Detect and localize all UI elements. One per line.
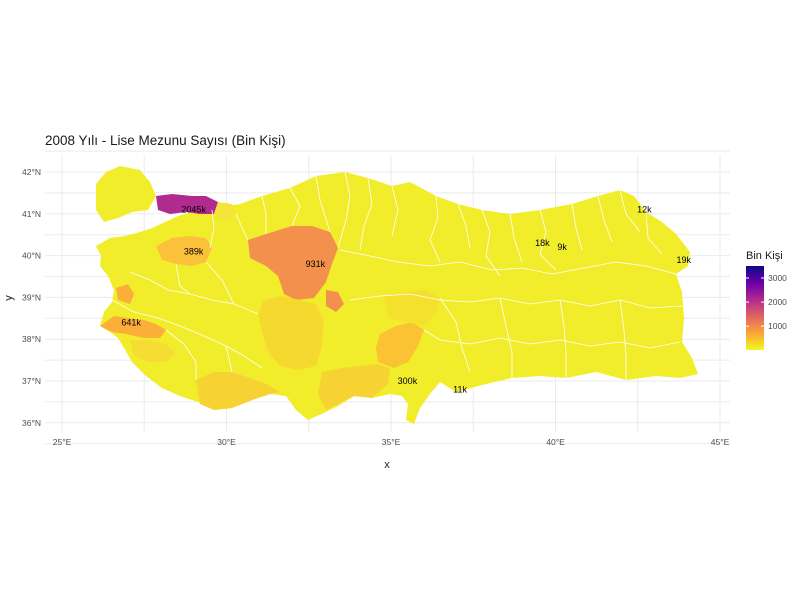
x-tick-label: 45°E — [711, 437, 730, 447]
province-value-label: 19k — [677, 255, 692, 265]
y-tick-label: 37°N — [22, 376, 41, 386]
mersin-region — [318, 364, 390, 410]
land-layer — [96, 166, 698, 424]
y-tick-label: 39°N — [22, 292, 41, 302]
province-value-label: 9k — [557, 242, 567, 252]
izmir-region — [100, 316, 166, 338]
province-value-label: 641k — [121, 317, 141, 327]
kayseri-region — [384, 290, 440, 326]
istanbul-region — [156, 194, 218, 214]
legend-tick-label: 1000 — [768, 321, 787, 331]
province-value-label: 2045k — [181, 205, 206, 215]
province-value-label: 18k — [535, 238, 550, 248]
legend-colorbar — [746, 266, 764, 350]
y-tick-label: 36°N — [22, 418, 41, 428]
province-value-label: 12k — [637, 205, 652, 215]
legend-ticks: 3000 2000 1000 — [746, 273, 787, 331]
y-tick-label: 40°N — [22, 251, 41, 261]
legend-title: Bin Kişi — [746, 250, 783, 262]
x-tick-label: 25°E — [53, 437, 72, 447]
y-tick-label: 41°N — [22, 209, 41, 219]
y-tick-label: 38°N — [22, 334, 41, 344]
province-value-label: 389k — [184, 246, 204, 256]
legend-tick-label: 2000 — [768, 297, 787, 307]
y-axis-title: y — [3, 295, 15, 301]
manisa-north-region — [116, 284, 134, 304]
turkey-thrace-shape — [96, 166, 156, 222]
x-tick-label: 30°E — [217, 437, 236, 447]
konya-region — [258, 296, 324, 370]
province-value-label: 300k — [398, 376, 418, 386]
ankara-region — [248, 226, 338, 300]
legend-tick-label: 3000 — [768, 273, 787, 283]
legend: Bin Kişi 3000 2000 1000 — [746, 250, 787, 350]
province-labels: 2045k 931k 641k 389k 300k 18k 12k 9k 19k 11k — [121, 205, 691, 395]
x-tick-label: 40°E — [546, 437, 565, 447]
x-tick-label: 35°E — [382, 437, 401, 447]
kirsehir-region — [326, 290, 344, 312]
bursa-region — [156, 236, 212, 266]
aydin-region — [130, 340, 176, 362]
province-value-label: 11k — [453, 384, 467, 394]
map-title: 2008 Yılı - Lise Mezunu Sayısı (Bin Kişi… — [45, 133, 286, 148]
x-axis-title: x — [384, 459, 390, 471]
antalya-region — [196, 372, 280, 410]
province-value-label: 931k — [306, 259, 326, 269]
kocaeli-region — [214, 202, 236, 222]
y-tick-label: 42°N — [22, 167, 41, 177]
adana-region — [376, 322, 424, 368]
province-borders — [111, 171, 683, 380]
